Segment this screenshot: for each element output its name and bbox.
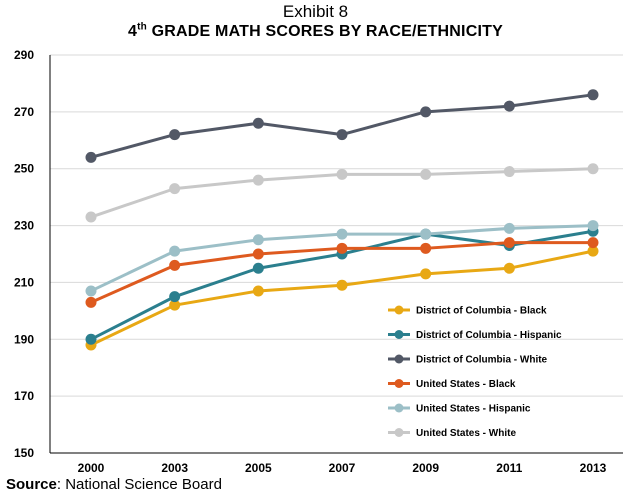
series-6 <box>85 163 599 223</box>
legend-item: United States - Hispanic <box>388 403 531 415</box>
y-axis: 150 170 190 210 230 250 270 290 <box>14 48 51 460</box>
series-3 <box>85 89 599 163</box>
legend-label: District of Columbia - Hispanic <box>416 330 562 341</box>
title-grade-number: 4 <box>128 23 138 40</box>
series-4 <box>85 237 599 308</box>
legend-label: United States - Hispanic <box>416 404 531 415</box>
x-axis: 2000 2003 2005 2007 2009 2011 2013 <box>50 452 623 475</box>
data-point <box>503 262 515 274</box>
data-point <box>587 220 599 232</box>
data-point <box>252 285 264 297</box>
legend-swatch-marker <box>394 403 404 413</box>
y-tick-label: 270 <box>14 105 34 119</box>
legend-swatch-marker <box>394 305 404 315</box>
source-label: Source <box>6 476 57 493</box>
legend-item: District of Columbia - White <box>388 354 548 366</box>
data-point <box>420 228 432 240</box>
data-point <box>252 234 264 246</box>
x-tick-label: 2013 <box>580 461 607 475</box>
gridlines <box>50 54 623 397</box>
data-point <box>587 89 599 101</box>
data-point <box>587 163 599 175</box>
legend-label: United States - Black <box>416 379 516 390</box>
chart-title: 4th GRADE MATH SCORES BY RACE/ETHNICITY <box>0 22 631 42</box>
x-tick-label: 2005 <box>245 461 272 475</box>
chart-title-block: Exhibit 8 4th GRADE MATH SCORES BY RACE/… <box>0 2 631 42</box>
data-point <box>85 211 97 223</box>
y-tick-label: 210 <box>14 275 34 289</box>
data-point <box>85 333 97 345</box>
source-note: Source: National Science Board <box>6 476 222 494</box>
y-tick-label: 250 <box>14 162 34 176</box>
series-5 <box>85 220 599 297</box>
y-tick-label: 190 <box>14 332 34 346</box>
data-point <box>169 259 181 271</box>
data-point <box>169 129 181 141</box>
legend-item: District of Columbia - Hispanic <box>388 330 562 341</box>
data-point <box>252 262 264 274</box>
legend-swatch-marker <box>394 379 404 388</box>
y-tick-label: 150 <box>14 446 34 460</box>
legend-item: District of Columbia - Black <box>388 305 547 317</box>
source-text: : National Science Board <box>56 476 222 493</box>
data-point <box>169 291 181 303</box>
legend-label: District of Columbia - Black <box>416 306 547 317</box>
data-point <box>85 285 97 297</box>
x-tick-label: 2009 <box>412 461 439 475</box>
x-tick-label: 2003 <box>161 461 188 475</box>
data-point <box>252 174 264 186</box>
legend-label: United States - White <box>416 428 516 439</box>
exhibit-label: Exhibit 8 <box>282 2 349 21</box>
data-point <box>169 299 181 311</box>
data-point <box>85 151 97 163</box>
data-point <box>336 242 348 254</box>
x-tick-label: 2000 <box>78 461 105 475</box>
data-point <box>336 279 348 291</box>
title-rest: GRADE MATH SCORES BY RACE/ETHNICITY <box>146 23 503 40</box>
data-point <box>587 237 599 249</box>
legend-label: District of Columbia - White <box>416 355 548 366</box>
legend-swatch-marker <box>394 330 404 339</box>
data-point <box>503 237 515 249</box>
series-1 <box>85 245 599 351</box>
data-point <box>503 100 515 112</box>
data-point <box>420 168 432 180</box>
data-point <box>252 117 264 129</box>
legend-item: United States - Black <box>388 379 516 390</box>
data-point <box>587 245 599 257</box>
legend-item: United States - White <box>388 428 516 439</box>
data-point <box>336 129 348 141</box>
series-line <box>90 93 594 159</box>
data-point <box>336 228 348 240</box>
title-grade-suffix: th <box>137 21 147 33</box>
data-point <box>85 296 97 308</box>
data-point <box>336 168 348 180</box>
data-point <box>503 166 515 178</box>
x-tick-label: 2007 <box>329 461 356 475</box>
data-point <box>169 245 181 257</box>
legend-swatch-marker <box>394 428 404 437</box>
data-point <box>252 248 264 260</box>
data-point <box>169 183 181 195</box>
data-point <box>420 242 432 254</box>
data-point <box>503 222 515 234</box>
y-tick-label: 170 <box>14 389 34 403</box>
data-point <box>420 268 432 280</box>
legend-swatch-marker <box>394 354 404 364</box>
series-group <box>85 89 599 351</box>
data-point <box>420 106 432 118</box>
legend: District of Columbia - Black District of … <box>388 305 562 439</box>
x-tick-label: 2011 <box>496 461 522 475</box>
y-tick-label: 230 <box>14 219 34 233</box>
y-tick-label: 290 <box>14 48 34 62</box>
